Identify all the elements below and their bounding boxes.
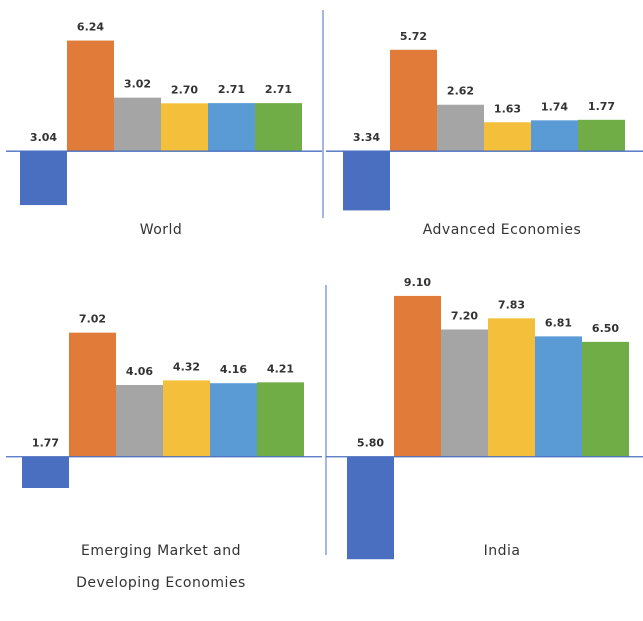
data-label: 7.20 (451, 309, 478, 322)
bar (531, 120, 578, 152)
data-label: 4.16 (220, 363, 247, 376)
bar (578, 119, 625, 152)
bar (441, 329, 488, 457)
data-label: 4.06 (126, 365, 153, 378)
bar (114, 97, 161, 152)
chart-title: Advanced Economies (422, 222, 582, 238)
bar (582, 341, 629, 457)
bar (161, 103, 208, 152)
bar (208, 103, 255, 152)
data-label: 5.72 (400, 30, 427, 43)
data-label: 3.34 (353, 131, 380, 144)
data-label: 7.83 (498, 298, 525, 311)
bar (163, 380, 210, 457)
bar (437, 104, 484, 152)
data-label: 6.24 (77, 21, 104, 34)
data-label: 1.77 (588, 100, 615, 113)
bar (20, 151, 67, 206)
bar (67, 40, 114, 152)
bar (22, 456, 69, 489)
data-label: 7.02 (79, 313, 106, 326)
data-label: 1.63 (494, 102, 521, 115)
data-label: 2.71 (218, 83, 245, 96)
bar (484, 122, 531, 152)
bar (69, 332, 116, 457)
bar (343, 151, 390, 211)
data-label: 5.80 (357, 437, 384, 450)
data-label: 1.77 (32, 437, 59, 450)
data-label: 1.74 (541, 100, 568, 113)
bar (535, 336, 582, 457)
data-label: 4.32 (173, 360, 200, 373)
bar (394, 295, 441, 457)
bar (488, 318, 535, 457)
data-label: 4.21 (267, 362, 294, 375)
data-label: 2.70 (171, 83, 198, 96)
data-label: 3.04 (30, 131, 57, 144)
chart-title: Emerging Market and Developing Economies (76, 543, 246, 591)
data-label: 2.62 (447, 85, 474, 98)
bar (116, 384, 163, 457)
bar (257, 382, 304, 457)
data-label: 6.81 (545, 316, 572, 329)
data-label: 6.50 (592, 322, 619, 335)
data-label: 2.71 (265, 83, 292, 96)
bar (210, 383, 257, 457)
data-label: 9.10 (404, 276, 431, 289)
data-label: 3.02 (124, 78, 151, 91)
chart-title: World (139, 222, 183, 238)
bar (347, 456, 394, 560)
bar (390, 49, 437, 152)
bar (255, 103, 302, 152)
chart-title: India (483, 543, 521, 559)
